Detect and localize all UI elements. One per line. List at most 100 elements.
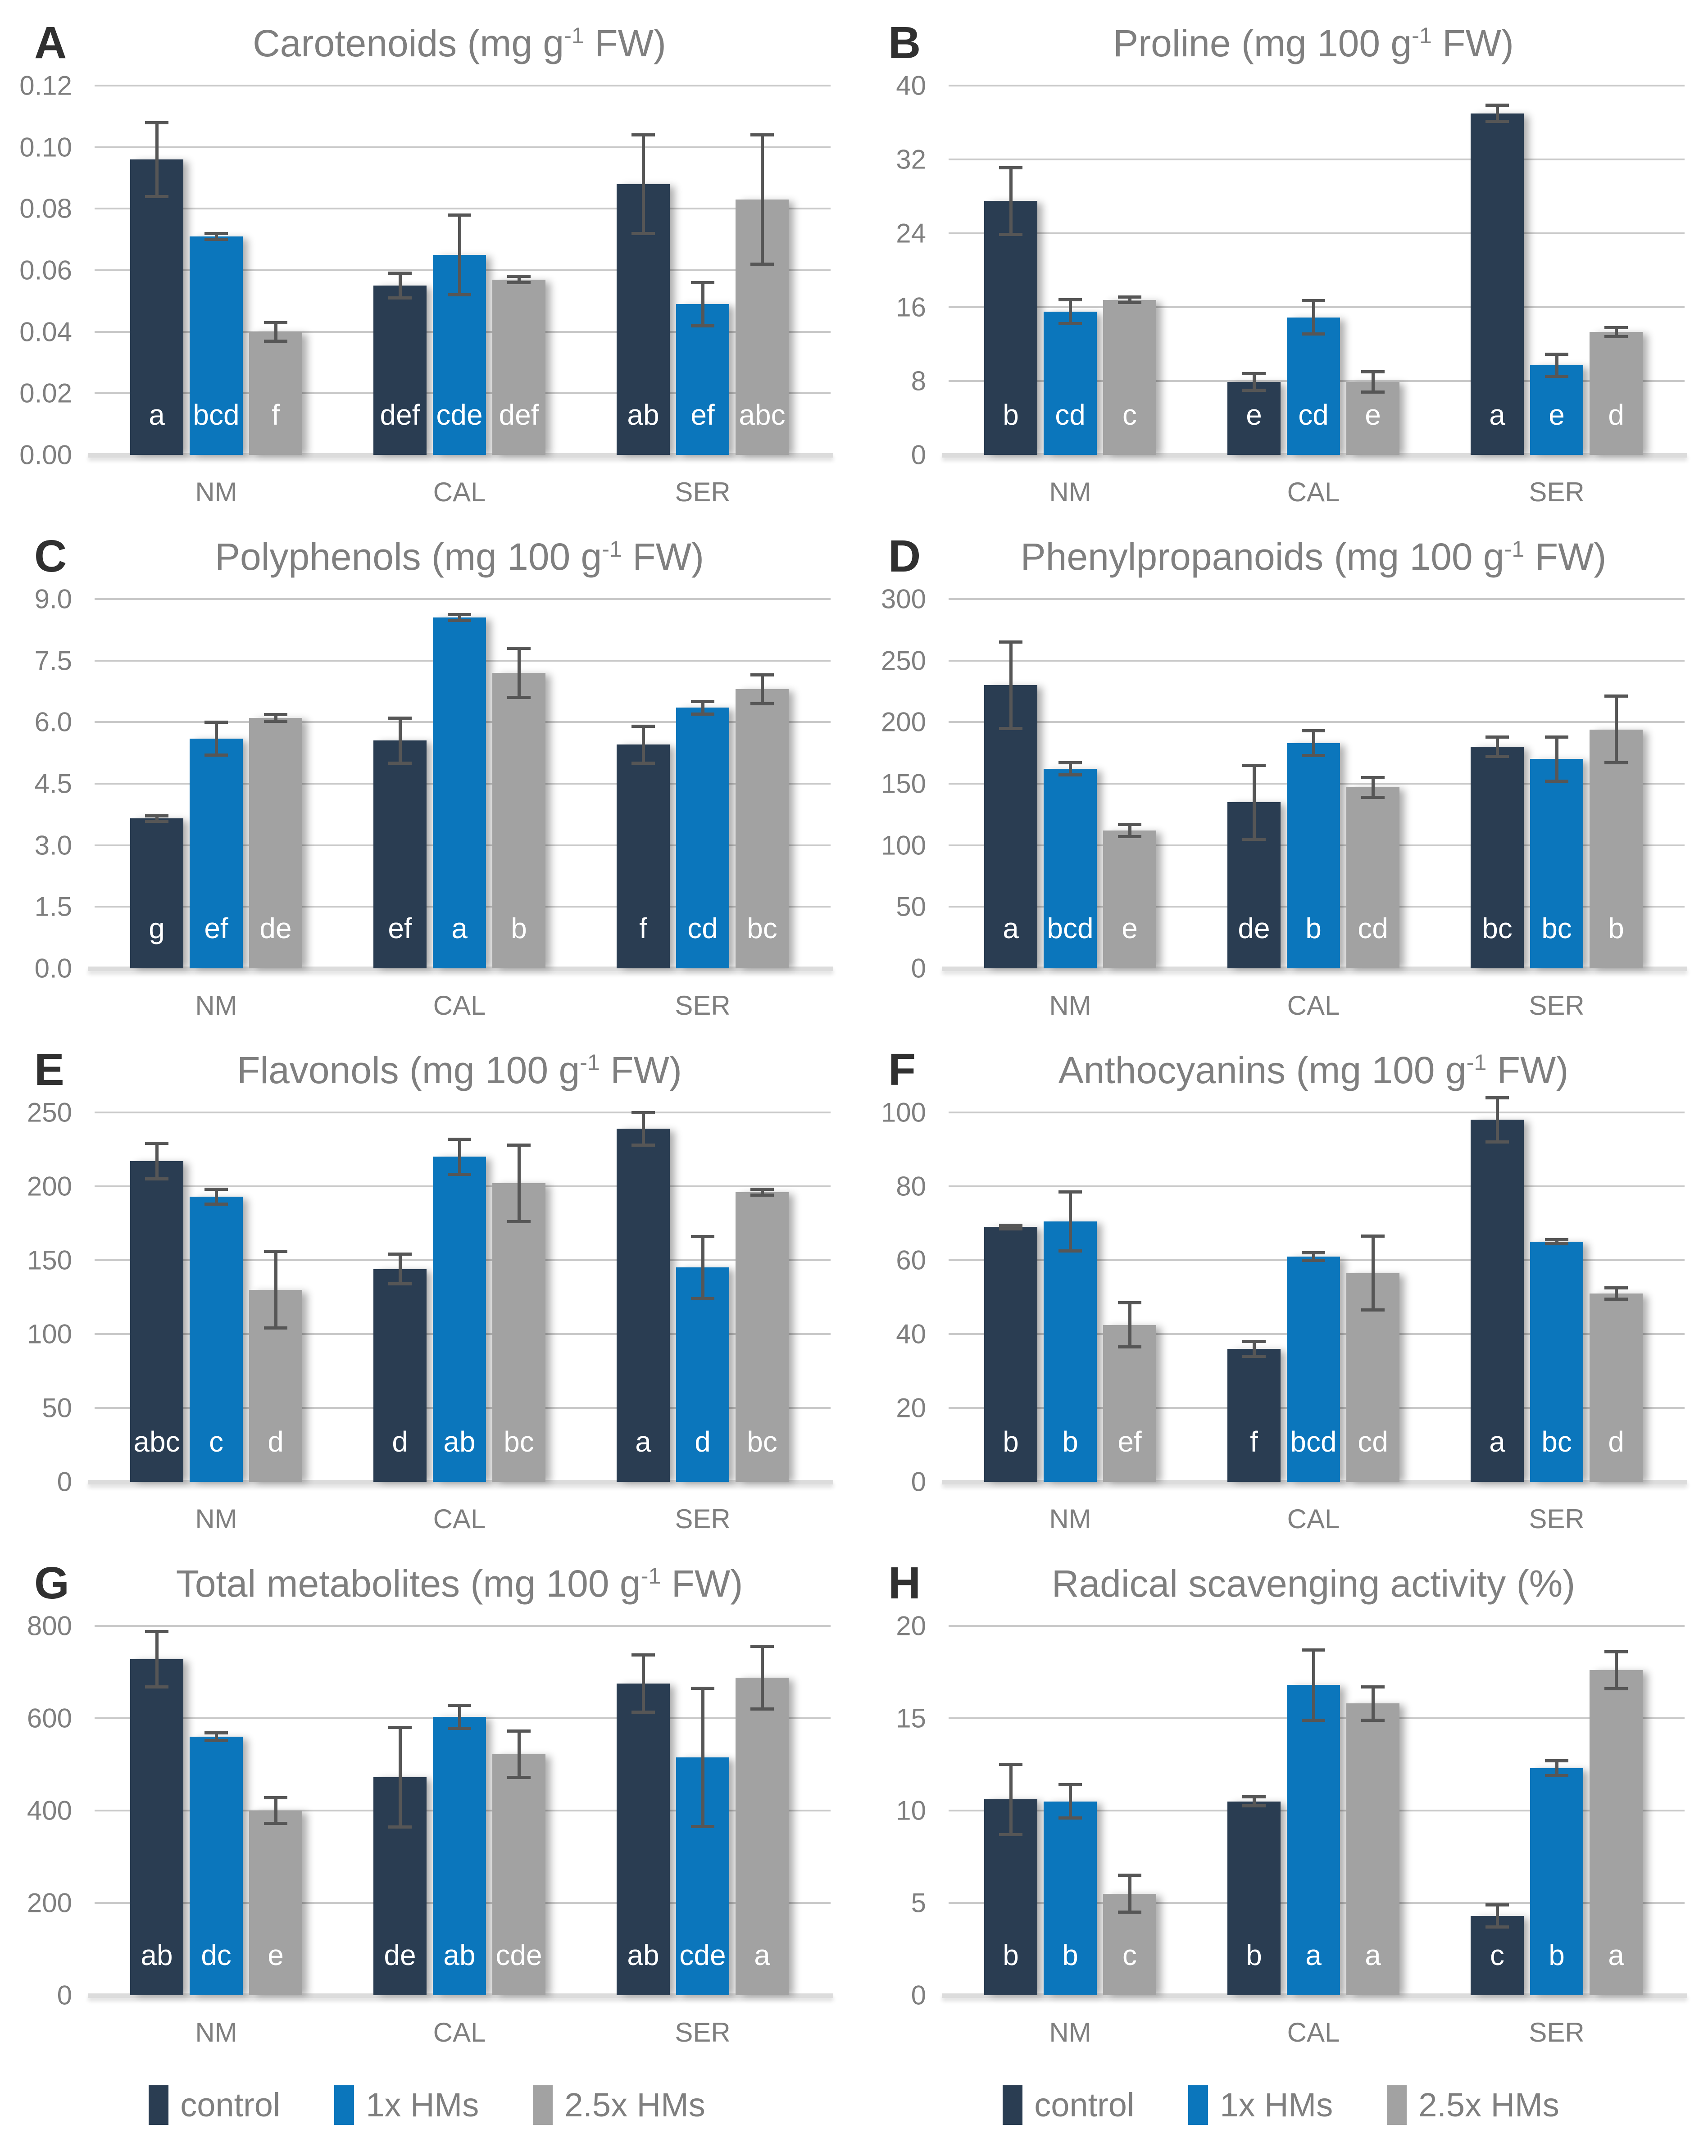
- error-cap-bottom: [204, 753, 228, 757]
- error-cap-top: [1058, 298, 1082, 302]
- bar-C-NM-1x-hms: ef: [190, 738, 243, 968]
- y-tick-label: 0.10: [19, 132, 72, 163]
- bar-F-NM-1x-hms: b: [1044, 1221, 1097, 1482]
- error-cap-bottom: [1545, 1774, 1568, 1777]
- error-bar: [274, 1797, 277, 1824]
- significance-letter: e: [1122, 912, 1138, 944]
- error-cap-top: [1242, 372, 1266, 376]
- y-tick-label: 0: [57, 1466, 72, 1497]
- error-cap-bottom: [1058, 1249, 1082, 1253]
- error-bar: [1128, 1875, 1131, 1912]
- error-bar: [398, 1254, 402, 1284]
- error-cap-top: [631, 724, 655, 728]
- error-bar: [1128, 297, 1131, 303]
- bar-C-NM-control: g: [130, 818, 183, 968]
- error-cap-bottom: [264, 1326, 287, 1330]
- y-tick-label: 15: [896, 1703, 926, 1734]
- bar-C-SER-control: f: [617, 744, 670, 968]
- error-cap-top: [1058, 1783, 1082, 1787]
- error-cap-top: [1545, 735, 1568, 739]
- error-bar: [1495, 105, 1499, 122]
- error-bar: [641, 726, 645, 763]
- error-bar: [517, 648, 521, 698]
- x-category-label: SER: [675, 477, 731, 507]
- y-tick-label: 0.02: [19, 378, 72, 409]
- y-tick-label: 0.00: [19, 440, 72, 470]
- grid-line: [949, 1185, 1685, 1187]
- x-category-label: SER: [675, 1504, 731, 1534]
- y-tick-label: 60: [896, 1245, 926, 1275]
- error-cap-bottom: [1485, 1925, 1509, 1929]
- y-tick-label: 0: [911, 440, 926, 470]
- bar-A-SER-1x-hms: ef: [676, 304, 729, 455]
- error-cap-bottom: [204, 1202, 228, 1206]
- y-tick-label: 200: [27, 1888, 72, 1918]
- y-tick-label: 9.0: [34, 584, 72, 614]
- error-bar: [1495, 737, 1499, 757]
- panel-letter-E: E: [34, 1044, 64, 1095]
- y-tick-label: 32: [896, 144, 926, 175]
- error-bar: [274, 1251, 277, 1328]
- bar-G-CAL-2-5x-hms: cde: [492, 1754, 545, 1995]
- error-cap-bottom: [1485, 1140, 1509, 1144]
- significance-letter: a: [1489, 1425, 1505, 1458]
- error-cap-top: [1118, 295, 1141, 299]
- error-cap-top: [507, 275, 531, 278]
- error-cap-bottom: [448, 1173, 471, 1176]
- grid-line: [949, 1625, 1685, 1627]
- legend-label-1x-hms: 1x HMs: [1220, 2086, 1333, 2124]
- error-cap-bottom: [999, 232, 1022, 236]
- y-axis-D: 0 50 100 150 200 250 300: [854, 584, 934, 984]
- error-cap-top: [1485, 1903, 1509, 1906]
- error-cap-top: [1545, 353, 1568, 356]
- significance-letter: a: [1003, 912, 1019, 944]
- significance-letter: e: [268, 1939, 284, 1971]
- error-bar: [1068, 1784, 1072, 1818]
- error-bar: [1009, 1225, 1013, 1229]
- significance-letter: de: [384, 1939, 416, 1971]
- significance-letter: ef: [204, 912, 228, 944]
- error-cap-bottom: [1604, 1297, 1628, 1301]
- y-tick-label: 0.06: [19, 255, 72, 286]
- error-bar: [214, 1189, 218, 1204]
- error-cap-bottom: [631, 231, 655, 235]
- error-cap-bottom: [448, 293, 471, 297]
- x-category-label: SER: [675, 2017, 731, 2047]
- title-superscript: -1: [1466, 1049, 1487, 1075]
- bar-D-NM-control: a: [984, 685, 1037, 968]
- significance-letter: bcd: [1290, 1425, 1337, 1458]
- error-bar: [398, 718, 402, 763]
- error-bar: [1252, 1797, 1256, 1806]
- y-tick-label: 16: [896, 292, 926, 322]
- bar-G-NM-2-5x-hms: e: [249, 1811, 302, 1995]
- error-cap-bottom: [507, 696, 531, 699]
- error-cap-top: [750, 1188, 774, 1191]
- error-bar: [1252, 765, 1256, 839]
- significance-letter: c: [1122, 399, 1137, 431]
- legend-left: control 1x HMs 2.5x HMs: [0, 2054, 854, 2156]
- error-cap-top: [1485, 1096, 1509, 1099]
- panel-D: D Phenylpropanoids (mg 100 g-1 FW) 0 50 100 1…: [854, 513, 1708, 1027]
- error-bar: [1371, 777, 1375, 798]
- error-bar: [1614, 1288, 1618, 1299]
- error-cap-top: [145, 121, 168, 124]
- bar-H-CAL-1x-hms: a: [1287, 1685, 1340, 1995]
- panel-C: C Polyphenols (mg 100 g-1 FW) 0.0 1.5 3.0 4.5…: [0, 513, 854, 1027]
- significance-letter: cd: [1298, 399, 1329, 431]
- y-tick-label: 0: [911, 953, 926, 984]
- significance-letter: cd: [1358, 912, 1388, 944]
- error-cap-bottom: [1302, 332, 1325, 336]
- grid-line: [949, 85, 1685, 86]
- error-cap-top: [448, 1703, 471, 1707]
- significance-letter: abc: [133, 1425, 180, 1458]
- error-cap-top: [1242, 763, 1266, 767]
- x-category-label: SER: [1529, 990, 1585, 1021]
- error-bar: [517, 1145, 521, 1222]
- error-cap-bottom: [264, 720, 287, 723]
- error-bar: [1555, 354, 1558, 377]
- bar-E-CAL-control: d: [373, 1269, 427, 1482]
- error-cap-top: [507, 1143, 531, 1147]
- bar-E-SER-1x-hms: d: [676, 1267, 729, 1482]
- panel-title-F: Anthocyanins (mg 100 g-1 FW): [1058, 1049, 1569, 1091]
- error-cap-top: [507, 1729, 531, 1733]
